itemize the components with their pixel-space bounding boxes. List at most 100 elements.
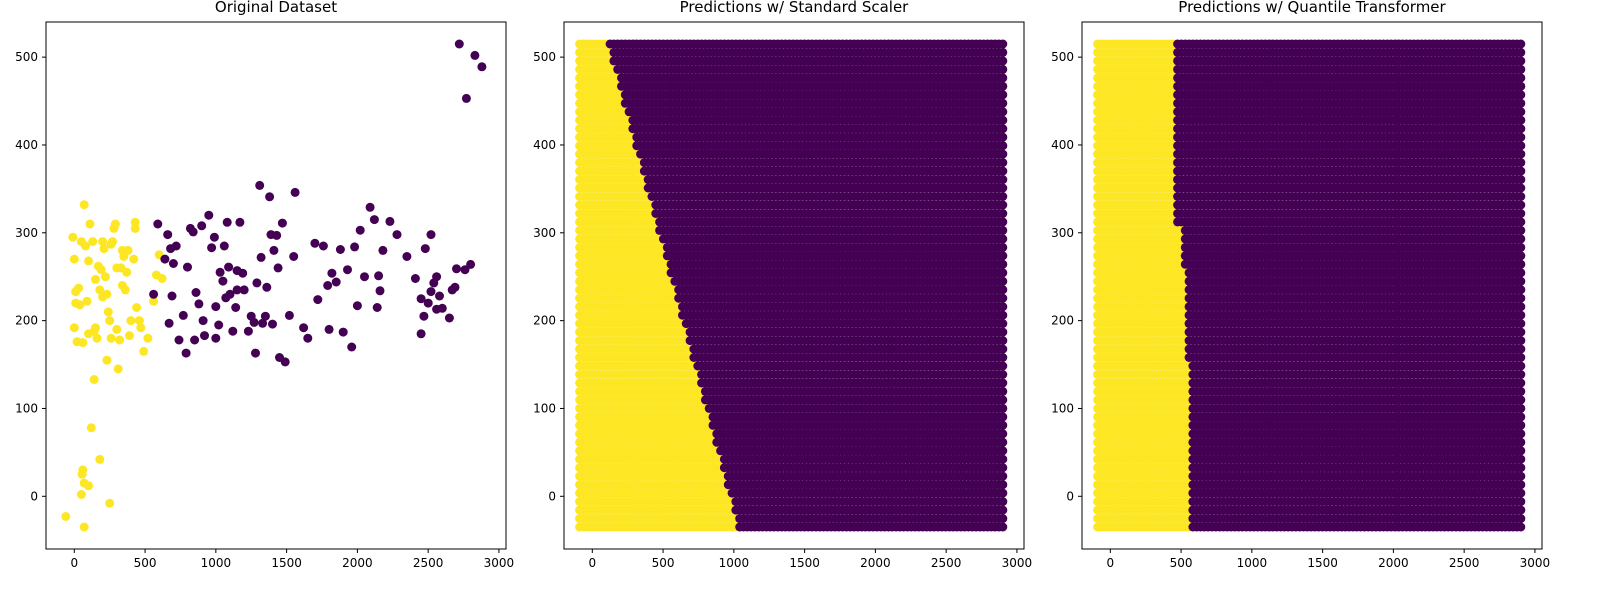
data-point-class-0 (450, 282, 460, 292)
data-point-class-0 (360, 272, 369, 282)
prediction-point-class-0 (998, 386, 1008, 396)
data-point-class-0 (280, 357, 290, 367)
prediction-point-class-0 (998, 217, 1008, 227)
data-point-class-1 (75, 300, 85, 310)
data-point-class-1 (117, 281, 127, 290)
data-point-class-0 (238, 268, 248, 278)
data-point-class-0 (355, 225, 365, 235)
prediction-point-class-0 (998, 344, 1008, 354)
data-point-class-0 (331, 277, 341, 287)
prediction-point-class-0 (998, 319, 1008, 329)
data-point-class-0 (416, 329, 426, 339)
data-point-class-0 (310, 238, 320, 248)
data-point-class-0 (209, 232, 219, 242)
data-point-class-0 (228, 326, 238, 336)
data-point-class-0 (204, 210, 214, 220)
prediction-point-class-0 (998, 480, 1008, 490)
data-point-class-1 (92, 333, 102, 343)
prediction-point-class-0 (998, 192, 1008, 201)
y-tick-label: 0 (30, 489, 38, 503)
data-point-class-1 (82, 296, 92, 306)
data-point-class-1 (105, 498, 115, 508)
prediction-point-class-0 (998, 302, 1008, 312)
x-tick-label: 2500 (413, 556, 444, 570)
data-point-class-0 (402, 252, 412, 261)
prediction-point-class-0 (998, 463, 1008, 473)
prediction-point-class-0 (998, 522, 1008, 532)
data-point-class-1 (132, 303, 142, 312)
prediction-point-class-0 (998, 429, 1008, 439)
data-point-class-0 (470, 50, 480, 60)
prediction-point-class-0 (998, 327, 1008, 337)
x-tick-label: 2000 (342, 556, 373, 570)
data-point-class-1 (106, 333, 116, 343)
prediction-point-class-0 (998, 488, 1008, 498)
data-point-class-1 (98, 292, 108, 302)
data-point-class-0 (149, 289, 159, 299)
data-point-class-0 (200, 331, 209, 341)
prediction-point-class-0 (998, 251, 1008, 261)
prediction-point-class-0 (998, 200, 1008, 210)
data-point-class-1 (61, 512, 71, 521)
prediction-point-class-0 (998, 175, 1008, 185)
prediction-point-class-0 (998, 497, 1008, 507)
data-point-class-1 (79, 478, 89, 488)
data-point-class-0 (350, 242, 360, 252)
data-point-class-1 (149, 296, 159, 306)
data-point-class-0 (191, 288, 201, 297)
data-point-class-0 (262, 282, 272, 292)
data-point-class-0 (235, 217, 245, 227)
data-point-class-1 (143, 333, 153, 343)
data-point-class-0 (190, 335, 200, 345)
data-point-class-0 (207, 243, 217, 253)
data-point-class-0 (284, 310, 294, 320)
data-point-class-0 (160, 254, 170, 264)
y-tick-label: 200 (15, 314, 38, 328)
data-point-class-0 (197, 221, 207, 231)
data-point-class-1 (115, 335, 125, 345)
data-point-class-0 (273, 263, 283, 273)
data-point-class-0 (164, 318, 174, 328)
data-point-class-0 (327, 268, 337, 278)
data-point-class-1 (79, 522, 89, 532)
x-tick-label: 1000 (201, 556, 232, 570)
data-point-class-1 (74, 283, 84, 293)
data-point-class-1 (129, 254, 139, 264)
data-point-class-0 (166, 244, 176, 254)
prediction-point-class-0 (998, 471, 1008, 481)
data-point-class-1 (91, 323, 100, 333)
data-point-class-1 (98, 237, 108, 247)
data-point-class-0 (423, 298, 433, 308)
data-point-class-0 (239, 285, 249, 295)
data-point-class-0 (251, 348, 260, 358)
data-point-class-0 (299, 323, 309, 333)
data-point-class-0 (218, 276, 228, 286)
data-point-class-0 (343, 265, 352, 275)
prediction-point-class-0 (998, 353, 1008, 362)
data-point-class-0 (369, 215, 379, 225)
data-point-class-0 (153, 219, 163, 229)
data-point-class-1 (99, 244, 109, 254)
data-point-class-1 (122, 267, 132, 277)
data-point-class-1 (85, 219, 95, 229)
x-tick-label: 0 (70, 556, 78, 570)
data-point-class-1 (95, 285, 105, 295)
data-point-class-0 (416, 294, 426, 304)
prediction-point-class-0 (998, 310, 1008, 320)
data-point-class-1 (125, 331, 134, 341)
data-point-class-0 (181, 348, 191, 358)
data-point-class-0 (260, 311, 270, 321)
data-point-class-1 (112, 263, 122, 273)
data-point-class-1 (126, 316, 136, 326)
prediction-point-class-0 (998, 234, 1008, 244)
prediction-point-class-0 (998, 209, 1008, 218)
x-tick-label: 3000 (484, 556, 515, 570)
data-point-class-0 (410, 274, 420, 283)
data-point-class-1 (91, 274, 100, 284)
data-point-class-1 (84, 329, 93, 339)
data-point-class-0 (256, 252, 266, 262)
data-point-class-0 (243, 326, 253, 336)
prediction-point-class-0 (998, 285, 1008, 295)
data-point-class-1 (112, 324, 122, 334)
